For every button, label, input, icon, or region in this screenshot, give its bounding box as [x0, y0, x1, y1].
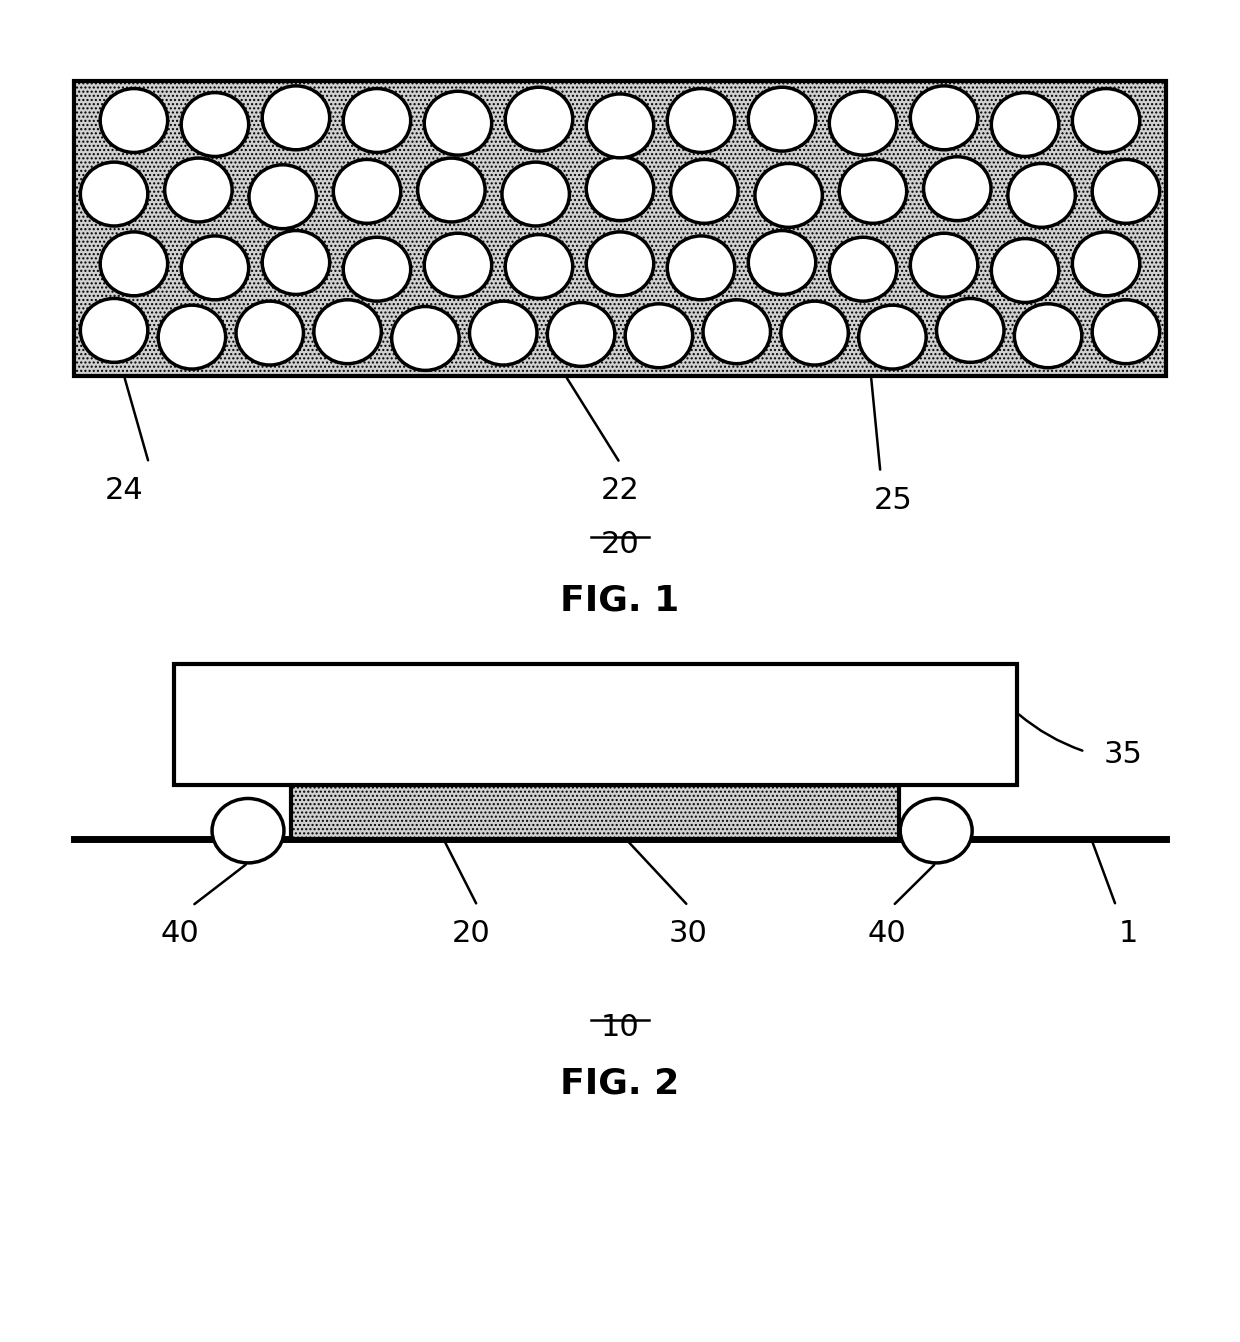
Text: FIG. 2: FIG. 2 — [560, 1067, 680, 1100]
Ellipse shape — [625, 303, 693, 368]
Ellipse shape — [81, 162, 148, 225]
Ellipse shape — [81, 298, 148, 362]
Bar — [174, 664, 1017, 785]
Ellipse shape — [418, 158, 485, 221]
Ellipse shape — [587, 94, 653, 158]
Text: 25: 25 — [873, 486, 913, 515]
Ellipse shape — [547, 302, 615, 366]
Text: 30: 30 — [668, 919, 708, 949]
Ellipse shape — [343, 89, 410, 153]
Bar — [74, 81, 1166, 376]
Text: 40: 40 — [867, 919, 906, 949]
Ellipse shape — [502, 162, 569, 225]
Text: 20: 20 — [600, 530, 640, 560]
Text: 22: 22 — [600, 476, 640, 506]
Ellipse shape — [212, 798, 284, 863]
Ellipse shape — [587, 157, 653, 220]
Ellipse shape — [1092, 160, 1159, 223]
Text: 1: 1 — [1118, 919, 1138, 949]
Ellipse shape — [262, 231, 330, 294]
Ellipse shape — [755, 164, 822, 227]
Text: FIG. 1: FIG. 1 — [560, 584, 680, 617]
Text: 40: 40 — [160, 919, 200, 949]
Ellipse shape — [1073, 232, 1140, 295]
Ellipse shape — [505, 87, 573, 152]
Text: 35: 35 — [1104, 739, 1142, 769]
Text: 20: 20 — [451, 919, 491, 949]
Ellipse shape — [181, 93, 249, 157]
Ellipse shape — [839, 160, 906, 223]
Ellipse shape — [936, 298, 1004, 362]
Ellipse shape — [100, 232, 167, 295]
Ellipse shape — [249, 165, 316, 228]
Ellipse shape — [1014, 303, 1081, 368]
Ellipse shape — [830, 91, 897, 156]
Ellipse shape — [181, 236, 249, 299]
Ellipse shape — [314, 299, 382, 364]
Ellipse shape — [748, 231, 816, 294]
Ellipse shape — [900, 798, 972, 863]
Ellipse shape — [470, 301, 537, 365]
Ellipse shape — [236, 301, 304, 365]
Ellipse shape — [424, 234, 492, 297]
Ellipse shape — [667, 89, 735, 153]
Text: 10: 10 — [600, 1013, 640, 1043]
Ellipse shape — [858, 305, 926, 369]
Ellipse shape — [334, 160, 401, 223]
Ellipse shape — [671, 160, 738, 223]
Ellipse shape — [748, 87, 816, 152]
Ellipse shape — [667, 236, 735, 299]
Ellipse shape — [910, 234, 978, 297]
Bar — [291, 785, 899, 839]
Text: 24: 24 — [104, 476, 144, 506]
Ellipse shape — [165, 158, 232, 221]
Ellipse shape — [910, 86, 978, 150]
Ellipse shape — [392, 306, 459, 370]
Ellipse shape — [991, 93, 1059, 157]
Ellipse shape — [100, 89, 167, 153]
Ellipse shape — [1073, 89, 1140, 153]
Ellipse shape — [924, 157, 991, 220]
Ellipse shape — [703, 299, 770, 364]
Ellipse shape — [159, 305, 226, 369]
Ellipse shape — [830, 238, 897, 301]
Ellipse shape — [1092, 299, 1159, 364]
Ellipse shape — [587, 232, 653, 295]
Ellipse shape — [262, 86, 330, 150]
Ellipse shape — [424, 91, 492, 156]
Ellipse shape — [991, 239, 1059, 302]
Ellipse shape — [505, 235, 573, 298]
Ellipse shape — [781, 301, 848, 365]
Ellipse shape — [343, 238, 410, 301]
Ellipse shape — [1008, 164, 1075, 227]
